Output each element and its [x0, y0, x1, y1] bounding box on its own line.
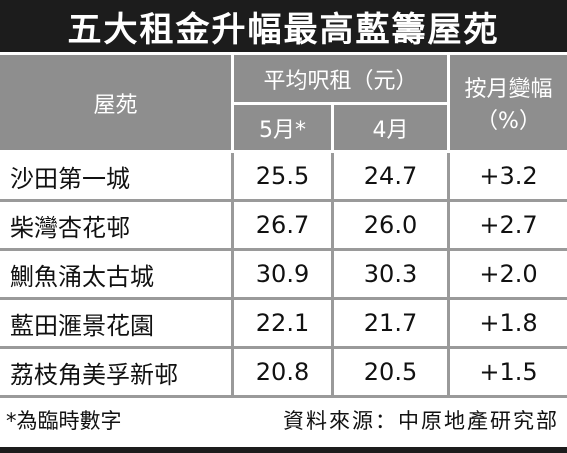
- monthly-change: +1.8: [450, 300, 567, 349]
- header-estate: 屋苑: [0, 55, 234, 153]
- footer-note: *為臨時數字: [6, 409, 122, 433]
- apr-rent: 26.0: [334, 202, 450, 251]
- may-rent: 26.7: [234, 202, 334, 251]
- may-rent: 22.1: [234, 300, 334, 349]
- footer-source: 資料來源：中原地產研究部: [283, 409, 559, 433]
- title: 五大租金升幅最高藍籌屋苑: [0, 0, 567, 52]
- apr-rent: 20.5: [334, 349, 450, 398]
- bottom-rule: [0, 447, 567, 453]
- estate-name: 荔枝角美孚新邨: [0, 349, 234, 398]
- estate-name: 沙田第一城: [0, 153, 234, 202]
- may-rent: 25.5: [234, 153, 334, 202]
- estate-name: 鰂魚涌太古城: [0, 251, 234, 300]
- monthly-change: +1.5: [450, 349, 567, 398]
- may-rent: 20.8: [234, 349, 334, 398]
- may-rent: 30.9: [234, 251, 334, 300]
- estate-name: 柴灣杏花邨: [0, 202, 234, 251]
- monthly-change: +2.7: [450, 202, 567, 251]
- monthly-change: +3.2: [450, 153, 567, 202]
- apr-rent: 24.7: [334, 153, 450, 202]
- apr-rent: 30.3: [334, 251, 450, 300]
- header-change: 按月變幅 （%）: [450, 55, 567, 153]
- apr-rent: 21.7: [334, 300, 450, 349]
- header-apr: 4月: [334, 105, 450, 153]
- monthly-change: +2.0: [450, 251, 567, 300]
- header-avg-rent: 平均呎租（元）: [234, 55, 450, 105]
- header-change-line: 按月變幅: [464, 76, 553, 102]
- header-may: 5月*: [234, 105, 334, 153]
- header-change-line: （%）: [476, 108, 541, 134]
- estate-name: 藍田滙景花園: [0, 300, 234, 349]
